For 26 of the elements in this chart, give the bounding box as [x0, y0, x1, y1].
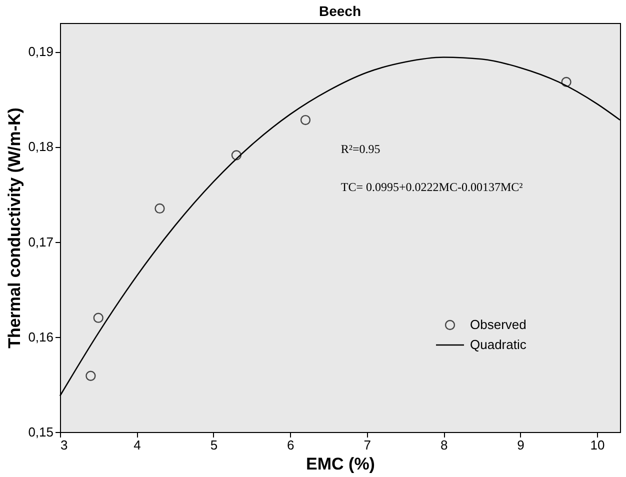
y-tick-label: 0,18 — [28, 139, 54, 154]
x-axis-title: EMC (%) — [306, 454, 375, 474]
y-tick-label: 0,15 — [28, 424, 54, 440]
chart-title: Beech — [318, 3, 362, 19]
y-axis-title: Thermal conductivity (W/m-K) — [5, 108, 24, 348]
legend-label: Quadratic — [470, 337, 527, 352]
x-tick-label: 8 — [440, 438, 448, 452]
legend-label: Observed — [470, 317, 526, 332]
y-tick-label: 0,16 — [28, 329, 54, 344]
x-tick-label: 3 — [60, 438, 68, 452]
x-tick-label: 5 — [210, 438, 218, 452]
y-tick-label: 0,17 — [28, 234, 54, 250]
point — [561, 76, 572, 88]
x-tick-label: 10 — [590, 438, 605, 452]
x-tick-label: 7 — [364, 438, 371, 452]
point — [231, 150, 242, 160]
point — [154, 203, 165, 214]
point — [93, 312, 104, 323]
annotation: R²=0.95 — [340, 142, 380, 156]
x-tick-label: 6 — [287, 438, 294, 452]
point — [86, 370, 96, 381]
x-tick-label: 4 — [134, 438, 141, 452]
annotation: TC= 0.0995+0.0222MC-0.00137MC² — [340, 180, 524, 194]
y-tick-label: 0,19 — [28, 44, 54, 60]
point — [300, 114, 311, 126]
x-tick-label: 9 — [517, 438, 524, 452]
